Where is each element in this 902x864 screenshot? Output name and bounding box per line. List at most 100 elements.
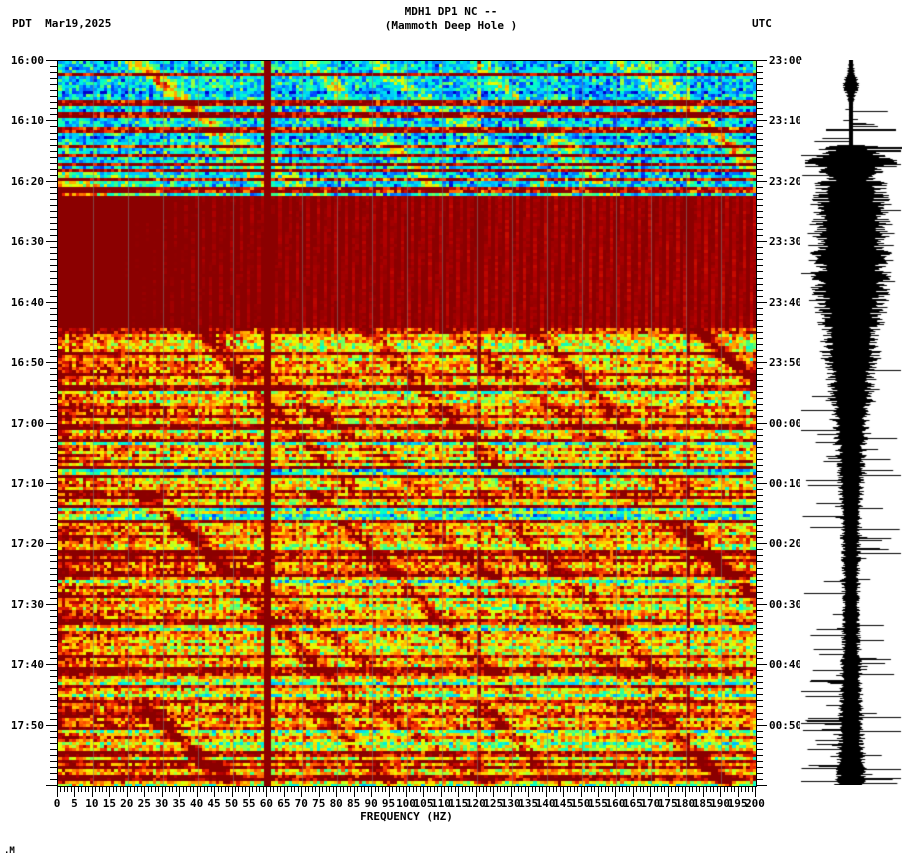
time-tick-minor <box>756 731 763 732</box>
time-tick-label: 00:30 <box>769 598 803 611</box>
freq-tick-label: 60 <box>259 797 274 810</box>
time-tick-minor <box>50 253 57 254</box>
time-tick-minor <box>50 773 57 774</box>
freq-tick-label: 195 <box>727 797 748 810</box>
header-date: Mar19,2025 <box>45 17 112 30</box>
time-tick-label: 16:20 <box>10 175 44 188</box>
freq-tick-minor <box>409 786 411 792</box>
freq-tick-minor <box>346 786 348 792</box>
freq-tick-minor <box>245 786 247 792</box>
time-tick-label: 00:40 <box>769 658 803 671</box>
freq-tick-minor <box>217 786 219 792</box>
time-tick-minor <box>756 688 763 689</box>
time-tick-minor <box>756 139 763 140</box>
freq-tick-minor <box>583 786 585 792</box>
time-tick-minor <box>50 495 57 496</box>
time-tick-minor <box>50 755 57 756</box>
freq-tick-minor <box>570 786 572 792</box>
spectrogram-canvas[interactable] <box>58 61 756 786</box>
time-tick-minor <box>50 525 57 526</box>
time-tick-minor <box>50 211 57 212</box>
time-tick-minor <box>756 90 763 91</box>
freq-tick-minor <box>364 786 366 792</box>
freq-tick-minor <box>472 786 474 792</box>
time-tick-minor <box>50 72 57 73</box>
time-tick-minor <box>756 326 763 327</box>
freq-tick-major <box>231 786 233 797</box>
freq-tick-label: 5 <box>71 797 78 810</box>
freq-tick-minor <box>294 786 296 792</box>
time-tick-minor <box>50 217 57 218</box>
freq-tick-minor <box>81 786 83 792</box>
time-tick-minor <box>756 574 763 575</box>
freq-tick-minor <box>664 786 666 792</box>
freq-tick-minor <box>625 786 627 792</box>
time-tick-minor <box>50 767 57 768</box>
time-tick-minor <box>756 278 763 279</box>
time-tick-minor <box>756 284 763 285</box>
time-tick-minor <box>50 713 57 714</box>
time-tick-minor <box>756 223 763 224</box>
spectrogram-plot[interactable] <box>57 60 757 787</box>
time-tick-minor <box>756 386 763 387</box>
freq-tick-minor <box>706 786 708 792</box>
time-tick-minor <box>756 114 763 115</box>
time-tick-minor <box>756 72 763 73</box>
time-tick-minor <box>50 580 57 581</box>
freq-tick-minor <box>608 786 610 792</box>
freq-tick-minor <box>751 786 753 792</box>
time-tick-minor <box>50 296 57 297</box>
freq-tick-minor <box>577 786 578 792</box>
freq-tick-label: 120 <box>465 797 486 810</box>
freq-tick-minor <box>542 786 544 792</box>
time-tick-minor <box>50 537 57 538</box>
time-tick-minor <box>50 429 57 430</box>
seismogram-panel[interactable] <box>800 60 902 785</box>
time-tick-minor <box>756 296 763 297</box>
freq-tick-minor <box>419 786 421 792</box>
time-tick-minor <box>756 658 763 659</box>
freq-tick-minor <box>116 786 118 792</box>
freq-tick-minor <box>252 786 254 792</box>
time-tick-minor <box>756 537 763 538</box>
time-tick-minor <box>50 706 57 707</box>
time-tick-minor <box>756 652 763 653</box>
time-tick-major <box>756 120 767 121</box>
time-tick-minor <box>756 706 763 707</box>
freq-tick-major <box>597 786 599 797</box>
freq-tick-major <box>318 786 320 797</box>
time-tick-minor <box>50 779 57 780</box>
time-tick-minor <box>50 410 57 411</box>
freq-tick-minor <box>468 786 470 792</box>
time-tick-minor <box>50 350 57 351</box>
time-tick-label: 16:40 <box>10 296 44 309</box>
time-tick-minor <box>756 211 763 212</box>
time-tick-minor <box>50 634 57 635</box>
freq-tick-minor <box>207 786 209 792</box>
freq-tick-minor <box>332 786 334 792</box>
time-tick-minor <box>50 290 57 291</box>
freq-tick-major <box>266 786 268 797</box>
freq-tick-minor <box>290 786 292 792</box>
time-tick-minor <box>50 308 57 309</box>
corner-artifact-mark: .M <box>4 846 15 856</box>
time-tick-minor <box>50 743 57 744</box>
freq-tick-minor <box>524 786 526 792</box>
time-tick-minor <box>756 501 763 502</box>
freq-tick-label: 25 <box>137 797 151 810</box>
time-tick-label: 16:30 <box>10 235 44 248</box>
time-tick-major <box>46 543 57 544</box>
time-tick-minor <box>50 175 57 176</box>
time-tick-minor <box>50 126 57 127</box>
freq-tick-minor <box>308 786 310 792</box>
freq-tick-minor <box>636 786 638 792</box>
time-tick-major <box>46 725 57 726</box>
time-tick-minor <box>50 749 57 750</box>
time-tick-major <box>46 423 57 424</box>
freq-tick-minor <box>744 786 746 792</box>
freq-tick-minor <box>147 786 149 792</box>
time-tick-minor <box>50 688 57 689</box>
freq-tick-minor <box>521 786 523 792</box>
seismogram-canvas[interactable] <box>800 60 902 785</box>
freq-tick-major <box>196 786 198 797</box>
